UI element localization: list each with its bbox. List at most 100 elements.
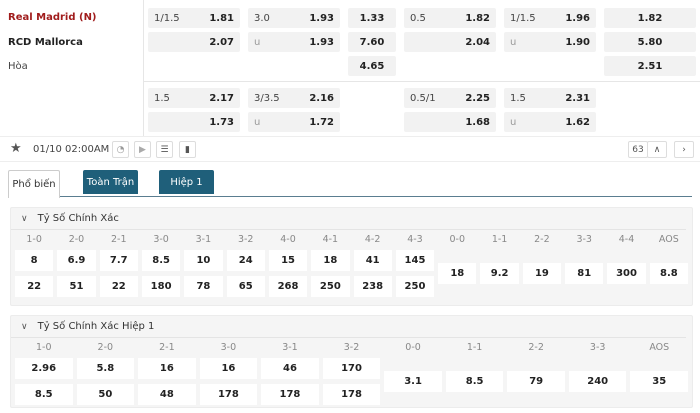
score-odds[interactable]: 18 [311, 250, 350, 271]
handicap-line: 3.0 [254, 12, 270, 24]
score-odds[interactable]: 65 [226, 276, 265, 297]
score-label: 2-2 [528, 342, 544, 353]
score-odds[interactable]: 16 [199, 358, 258, 379]
odds-cell[interactable]: 1.33 [348, 8, 396, 28]
score-odds[interactable]: 78 [184, 276, 223, 297]
score-odds[interactable]: 50 [76, 384, 135, 405]
score-odds[interactable]: 10 [184, 250, 223, 271]
odds-value: 2.04 [465, 36, 490, 48]
score-odds[interactable]: 250 [311, 276, 350, 297]
odds-value: 4.65 [359, 60, 385, 72]
odds-cell[interactable]: 4.65 [348, 56, 396, 76]
score-odds[interactable]: 35 [630, 371, 689, 392]
score-odds[interactable]: 178 [199, 384, 258, 405]
handicap-line: u [510, 116, 517, 128]
odds-cell[interactable]: 1/1.5 1.96 [504, 8, 596, 28]
chevron-up-icon[interactable]: ∧ [647, 141, 667, 158]
odds-cell[interactable]: 1.5 2.17 [148, 88, 240, 108]
score-odds[interactable]: 2.96 [15, 358, 73, 379]
odds-cell[interactable]: 2.07 [148, 32, 240, 52]
score-odds[interactable]: 81 [565, 263, 604, 284]
odds-cell[interactable]: 7.60 [348, 32, 396, 52]
count-badge[interactable]: 63 [628, 141, 648, 158]
odds-value: 1.96 [565, 12, 590, 24]
odds-cell[interactable]: 1/1.5 1.81 [148, 8, 240, 28]
score-column: 3-0 8.5 180 [140, 230, 182, 297]
score-label: 4-3 [407, 234, 423, 245]
clock-icon[interactable]: ◔ [112, 141, 129, 158]
score-odds[interactable]: 178 [322, 384, 381, 405]
odds-cell[interactable]: 3.0 1.93 [248, 8, 340, 28]
odds-value: 2.51 [637, 60, 663, 72]
odds-cell[interactable]: 1.73 [148, 112, 240, 132]
tab-first-half[interactable]: Hiệp 1 [159, 170, 214, 194]
score-label: 3-0 [153, 234, 169, 245]
score-odds[interactable]: 6.9 [57, 250, 96, 271]
score-odds[interactable]: 9.2 [480, 263, 519, 284]
odds-cell[interactable]: 0.5/1 2.25 [404, 88, 496, 108]
handicap-line: u [510, 36, 517, 48]
score-odds[interactable]: 22 [15, 276, 54, 297]
score-odds[interactable]: 240 [568, 371, 627, 392]
handicap-line: 1/1.5 [154, 12, 180, 24]
score-column: 2-2 19 [521, 230, 563, 297]
score-odds[interactable]: 24 [226, 250, 265, 271]
score-odds[interactable]: 16 [138, 358, 196, 379]
odds-cell[interactable]: 1.68 [404, 112, 496, 132]
score-column: 2-0 5.8 50 [75, 338, 137, 405]
score-column: 4-0 15 268 [267, 230, 309, 297]
star-icon[interactable]: ★ [10, 141, 22, 156]
score-odds[interactable]: 5.8 [76, 358, 135, 379]
score-odds[interactable]: 46 [261, 358, 319, 379]
odds-cell[interactable]: u 1.93 [248, 32, 340, 52]
score-odds[interactable]: 238 [353, 276, 392, 297]
score-odds[interactable]: 79 [507, 371, 565, 392]
odds-cell[interactable]: 0.5 1.82 [404, 8, 496, 28]
score-odds[interactable]: 41 [353, 250, 392, 271]
section-header[interactable]: ∨ Tỷ Số Chính Xác Hiệp 1 [11, 316, 686, 338]
score-label: 1-0 [36, 342, 52, 353]
chart-icon[interactable]: ▮ [179, 141, 196, 158]
score-odds[interactable]: 268 [268, 276, 308, 297]
play-icon[interactable]: ▶ [134, 141, 151, 158]
score-column: 3-3 240 [567, 338, 629, 405]
odds-cell[interactable]: 2.51 [604, 56, 696, 76]
score-odds[interactable]: 15 [268, 250, 308, 271]
odds-cell[interactable]: 1.82 [604, 8, 696, 28]
score-odds[interactable]: 8.5 [141, 250, 181, 271]
odds-cell[interactable]: 2.04 [404, 32, 496, 52]
odds-value: 2.07 [209, 36, 234, 48]
score-label: 3-2 [237, 234, 254, 245]
score-odds[interactable]: 8 [15, 250, 54, 271]
odds-cell[interactable]: 5.80 [604, 32, 696, 52]
score-odds[interactable]: 22 [99, 276, 138, 297]
score-label: 3-3 [576, 234, 592, 245]
tab-full-match[interactable]: Toàn Trận [83, 170, 138, 194]
score-odds[interactable]: 7.7 [99, 250, 138, 271]
score-odds[interactable]: 19 [522, 263, 562, 284]
odds-cell[interactable]: u 1.90 [504, 32, 596, 52]
score-odds[interactable]: 145 [395, 250, 435, 271]
score-odds[interactable]: 250 [395, 276, 435, 297]
odds-cell[interactable]: 1.5 2.31 [504, 88, 596, 108]
section-header[interactable]: ∨ Tỷ Số Chính Xác [11, 208, 686, 230]
score-odds[interactable]: 8.5 [15, 384, 73, 405]
chevron-right-icon[interactable]: › [674, 141, 694, 158]
score-odds[interactable]: 51 [57, 276, 96, 297]
odds-cell[interactable]: u 1.62 [504, 112, 596, 132]
score-odds[interactable]: 180 [141, 276, 181, 297]
score-odds[interactable]: 48 [138, 384, 196, 405]
score-odds[interactable]: 178 [261, 384, 319, 405]
odds-cell[interactable]: 3/3.5 2.16 [248, 88, 340, 108]
tab-popular[interactable]: Phổ biến [8, 170, 60, 198]
odds-value: 2.17 [209, 92, 234, 104]
handicap-line: 1.5 [510, 92, 526, 104]
score-odds[interactable]: 170 [322, 358, 381, 379]
score-odds[interactable]: 300 [607, 263, 646, 284]
odds-cell[interactable]: u 1.72 [248, 112, 340, 132]
score-odds[interactable]: 3.1 [384, 371, 442, 392]
score-odds[interactable]: 8.8 [649, 263, 688, 284]
score-odds[interactable]: 8.5 [445, 371, 504, 392]
score-odds[interactable]: 18 [438, 263, 477, 284]
list-icon[interactable]: ☰ [156, 141, 173, 158]
